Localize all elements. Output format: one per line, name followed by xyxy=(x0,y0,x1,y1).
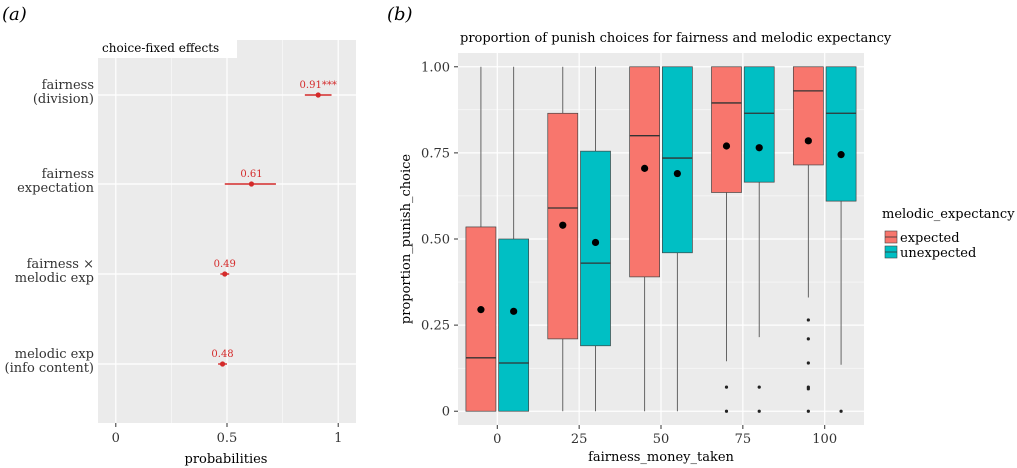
box-outlier xyxy=(724,409,729,413)
coefficient-value-label: 0.91*** xyxy=(300,80,337,91)
coefficient-x-tick-label: 1 xyxy=(334,431,342,446)
facet-strip xyxy=(98,38,237,58)
coefficient-point xyxy=(315,92,321,98)
coefficient-gridlines xyxy=(98,40,356,423)
box-outlier xyxy=(806,385,810,389)
box-unexpected xyxy=(743,66,775,183)
coefficient-value-label: 0.48 xyxy=(211,349,233,360)
boxplot-panel: (b) proportion of punish choices for fai… xyxy=(387,4,1015,465)
box-outlier xyxy=(724,385,729,389)
boxplot-y-axis-title: proportion_punish_choice xyxy=(399,154,414,324)
box-outlier xyxy=(757,409,761,413)
coefficient-x-axis-title: probabilities xyxy=(185,452,268,467)
box-mean-point xyxy=(837,151,845,159)
facet-label: choice-fixed effects xyxy=(102,41,219,55)
coefficient-term-label: (info content) xyxy=(5,361,94,376)
boxplot-y-tick-label: 0.50 xyxy=(421,233,450,248)
coefficient-point xyxy=(248,181,255,187)
boxplot-x-axis-title: fairness_money_taken xyxy=(588,450,734,465)
box-outlier xyxy=(806,361,810,365)
box-mean-point xyxy=(722,142,731,150)
box-outlier xyxy=(839,409,843,413)
boxplot-marks xyxy=(465,66,857,413)
box-unexpected xyxy=(662,66,693,254)
panel-b-label: (b) xyxy=(387,4,413,25)
box-expected xyxy=(711,66,742,193)
coefficient-point xyxy=(222,271,228,277)
coefficient-term-labels: fairness(division)fairnessexpectationfai… xyxy=(5,78,95,376)
coefficient-term-label: fairness xyxy=(42,167,94,182)
coefficient-panel: (a) choice-fixed effects 0.91*** 0.61 0.49… xyxy=(2,4,356,467)
boxplot-x-tick-label: 25 xyxy=(571,432,588,447)
box-outlier xyxy=(806,318,810,322)
coefficient-x-tick-label: 0 xyxy=(112,431,120,446)
coefficient-term-label: fairness × xyxy=(27,257,94,272)
box-mean-point xyxy=(591,238,600,247)
boxplot-y-tick-label: 0.75 xyxy=(421,146,450,161)
boxplot-x-tick-label: 0 xyxy=(493,432,501,447)
legend-label-unexpected: unexpected xyxy=(900,246,976,261)
coefficient-x-tick-label: 0.5 xyxy=(217,431,238,446)
boxplot-y-ticks: 0 0.25 0.50 0.75 1.00 xyxy=(421,60,458,420)
boxplot-y-tick-label: 0 xyxy=(442,405,450,420)
coefficient-term-label: melodic exp xyxy=(15,347,94,362)
legend-title: melodic_expectancy xyxy=(882,207,1015,222)
coefficient-point xyxy=(219,361,226,367)
box-mean-point xyxy=(804,137,812,145)
boxplot-x-ticks: 0 25 50 75 100 xyxy=(493,425,837,447)
coefficient-term-label: expectation xyxy=(17,181,95,196)
boxplot-y-tick-label: 0.25 xyxy=(421,319,450,334)
coefficient-value-label: 0.49 xyxy=(214,259,236,270)
box-unexpected xyxy=(580,150,611,347)
boxplot-title: proportion of punish choices for fairnes… xyxy=(460,31,892,46)
boxplot-x-tick-label: 50 xyxy=(653,432,670,447)
box-mean-point xyxy=(477,306,485,314)
legend-label-expected: expected xyxy=(900,231,960,246)
box-mean-point xyxy=(755,144,763,152)
box-mean-point xyxy=(641,164,649,172)
coefficient-marks: 0.91*** 0.61 0.49 0.48 xyxy=(211,80,337,367)
box-unexpected xyxy=(498,238,530,412)
box-mean-point xyxy=(673,169,681,178)
box-expected xyxy=(465,226,497,412)
boxplot-x-tick-label: 100 xyxy=(812,432,837,447)
coefficient-term-label: melodic exp xyxy=(15,271,94,286)
coefficient-x-ticks: 0 0.5 1 xyxy=(112,423,342,446)
box-outlier xyxy=(806,337,810,341)
box-outlier xyxy=(806,409,810,413)
box-outlier xyxy=(757,385,761,389)
box-mean-point xyxy=(559,221,567,229)
panel-a-label: (a) xyxy=(2,4,27,25)
coefficient-term-label: fairness xyxy=(42,78,94,93)
box-mean-point xyxy=(510,307,518,315)
boxplot-x-tick-label: 75 xyxy=(735,432,752,447)
coefficient-value-label: 0.61 xyxy=(240,169,262,180)
coefficient-term-label: (division) xyxy=(33,92,94,107)
boxplot-y-tick-label: 1.00 xyxy=(421,60,450,75)
box-expected xyxy=(792,66,824,166)
box-unexpected xyxy=(825,66,857,202)
